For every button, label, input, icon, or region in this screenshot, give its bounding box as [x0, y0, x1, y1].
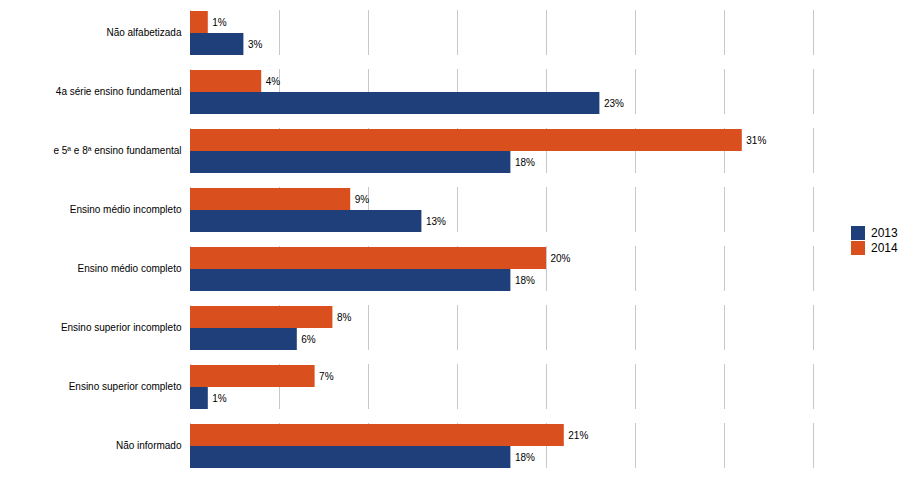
svg-text:Ensino médio completo: Ensino médio completo: [78, 263, 182, 274]
svg-text:1%: 1%: [212, 17, 227, 28]
svg-text:21%: 21%: [568, 430, 588, 441]
svg-text:6%: 6%: [301, 334, 316, 345]
svg-text:18%: 18%: [515, 157, 535, 168]
svg-text:18%: 18%: [515, 275, 535, 286]
svg-text:20%: 20%: [551, 253, 571, 264]
svg-text:18%: 18%: [515, 452, 535, 463]
svg-text:23%: 23%: [604, 98, 624, 109]
svg-text:8%: 8%: [337, 312, 352, 323]
svg-text:Ensino médio incompleto: Ensino médio incompleto: [70, 204, 182, 215]
svg-text:13%: 13%: [426, 216, 446, 227]
svg-text:Ensino superior incompleto: Ensino superior incompleto: [61, 322, 182, 333]
html-text:2013: 2013: [871, 226, 898, 240]
svg-text:4%: 4%: [266, 76, 281, 87]
svg-text:Não alfabetizada: Não alfabetizada: [106, 27, 181, 38]
svg-text:9%: 9%: [355, 194, 370, 205]
svg-text:31%: 31%: [746, 135, 766, 146]
svg-text:3%: 3%: [248, 39, 263, 50]
html-text:2014: 2014: [871, 241, 898, 255]
svg-text:1%: 1%: [212, 393, 227, 404]
svg-text:Não informado: Não informado: [116, 440, 182, 451]
svg-text:7%: 7%: [319, 371, 334, 382]
svg-text:4a série ensino fundamental: 4a série ensino fundamental: [56, 86, 182, 97]
svg-text:e 5ª e 8ª ensino fundamental: e 5ª e 8ª ensino fundamental: [53, 145, 181, 156]
svg-text:Ensino superior completo: Ensino superior completo: [69, 381, 182, 392]
